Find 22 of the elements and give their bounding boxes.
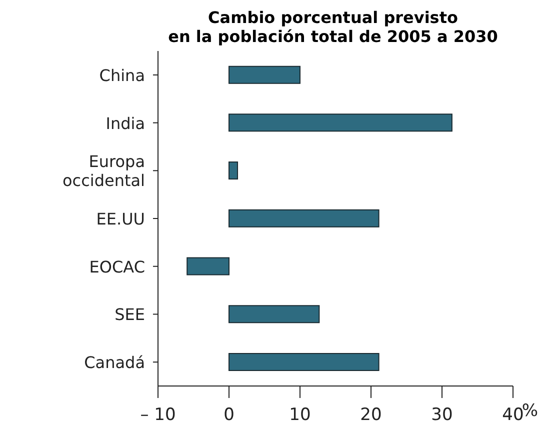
x-axis-title: %: [522, 401, 538, 421]
y-tick-label: Europa occidental: [62, 152, 145, 190]
bar: [228, 305, 320, 324]
bar: [228, 66, 300, 84]
x-tick-label: 10: [289, 405, 311, 426]
x-tick-label: 0: [224, 405, 234, 426]
y-tick-label: EE.UU: [96, 209, 145, 228]
y-tick-label: Canadá: [84, 352, 145, 372]
y-tick-label: EOCAC: [89, 256, 145, 276]
x-tick-label: – 10: [140, 405, 176, 426]
x-tick-label: 40: [502, 405, 524, 426]
chart-title: Cambio porcentual previsto en la población total de 2005 a 2030: [167, 8, 499, 46]
y-tick-label: SEE: [114, 304, 145, 324]
bar: [186, 257, 230, 276]
bar: [228, 114, 452, 132]
bar: [228, 162, 238, 180]
y-tick-label: China: [99, 65, 145, 84]
bar: [228, 352, 380, 371]
y-tick-label: India: [106, 113, 145, 132]
x-tick-label: 30: [431, 405, 453, 426]
bar: [228, 209, 380, 228]
x-tick-label: 20: [360, 405, 382, 426]
